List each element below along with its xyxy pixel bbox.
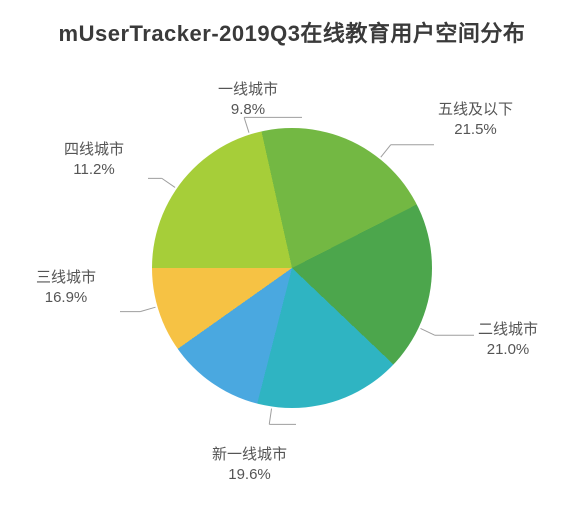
chart-title: mUserTracker-2019Q3在线教育用户空间分布 [0,16,584,48]
slice-name: 一线城市 [218,80,278,100]
slice-name: 二线城市 [478,320,538,340]
slice-name: 四线城市 [64,140,124,160]
pie-chart [152,128,432,408]
pie-slice-label: 三线城市16.9% [36,268,96,309]
slice-name: 新一线城市 [212,445,287,465]
slice-name: 五线及以下 [438,100,513,120]
pie-slice-label: 一线城市9.8% [218,80,278,121]
slice-percent: 9.8% [218,100,278,120]
slice-percent: 21.0% [478,340,538,360]
slice-percent: 16.9% [36,288,96,308]
pie-slice-label: 二线城市21.0% [478,320,538,361]
slice-percent: 21.5% [438,120,513,140]
slice-percent: 19.6% [212,465,287,485]
pie-slice-label: 四线城市11.2% [64,140,124,181]
chart-container: mUserTracker-2019Q3在线教育用户空间分布 五线及以下21.5%… [0,0,584,509]
pie-slice-label: 新一线城市19.6% [212,445,287,486]
slice-name: 三线城市 [36,268,96,288]
slice-percent: 11.2% [64,160,124,180]
pie-slice-label: 五线及以下21.5% [438,100,513,141]
